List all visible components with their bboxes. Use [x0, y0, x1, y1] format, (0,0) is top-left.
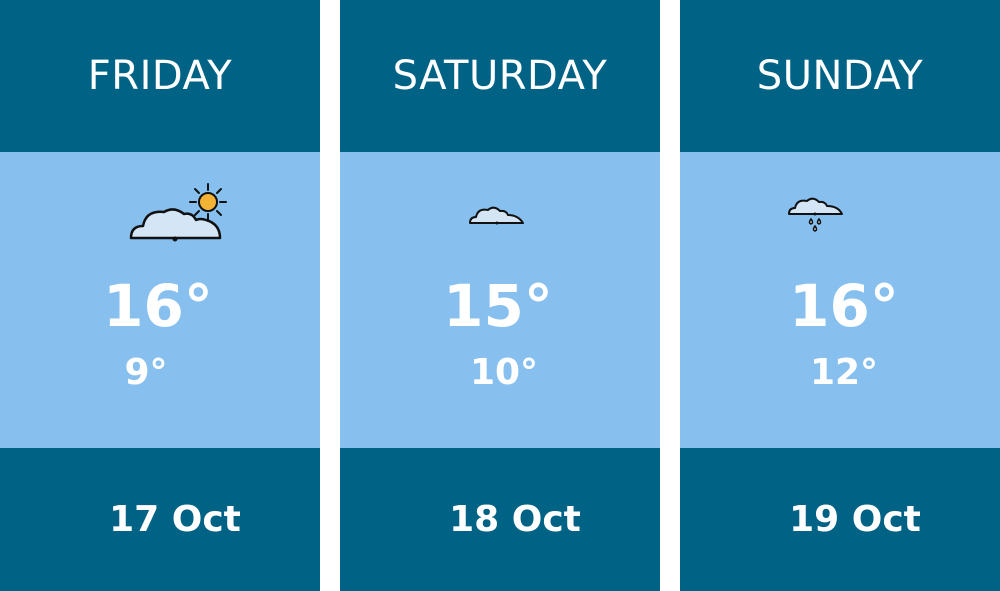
- date: 18 Oct: [340, 448, 660, 591]
- low-temp: 10°: [469, 352, 539, 393]
- low-temp: 9°: [124, 352, 168, 393]
- day-name: SUNDAY: [680, 0, 1000, 152]
- high-temp: 16°: [103, 272, 213, 340]
- high-temp: 16°: [789, 272, 899, 340]
- weather-panel: 15° 10°: [340, 152, 660, 448]
- forecast-card-sunday: SUNDAY 16° 12° 19 Oct: [680, 0, 1000, 591]
- low-temp: 12°: [809, 352, 879, 393]
- partly-sunny-icon: [129, 183, 227, 242]
- weather-panel: 16° 9°: [0, 152, 320, 448]
- date: 19 Oct: [680, 448, 1000, 591]
- date: 17 Oct: [0, 448, 320, 591]
- high-temp: 15°: [443, 272, 553, 340]
- cloud-icon: [469, 206, 524, 225]
- day-name: FRIDAY: [0, 0, 320, 152]
- rain-cloud-icon: [788, 197, 843, 232]
- forecast-card-saturday: SATURDAY 15° 10° 18 Oct: [340, 0, 660, 591]
- day-name: SATURDAY: [340, 0, 660, 152]
- forecast-card-friday: FRIDAY 16° 9° 17 Oct: [0, 0, 320, 591]
- weather-panel: 16° 12°: [680, 152, 1000, 448]
